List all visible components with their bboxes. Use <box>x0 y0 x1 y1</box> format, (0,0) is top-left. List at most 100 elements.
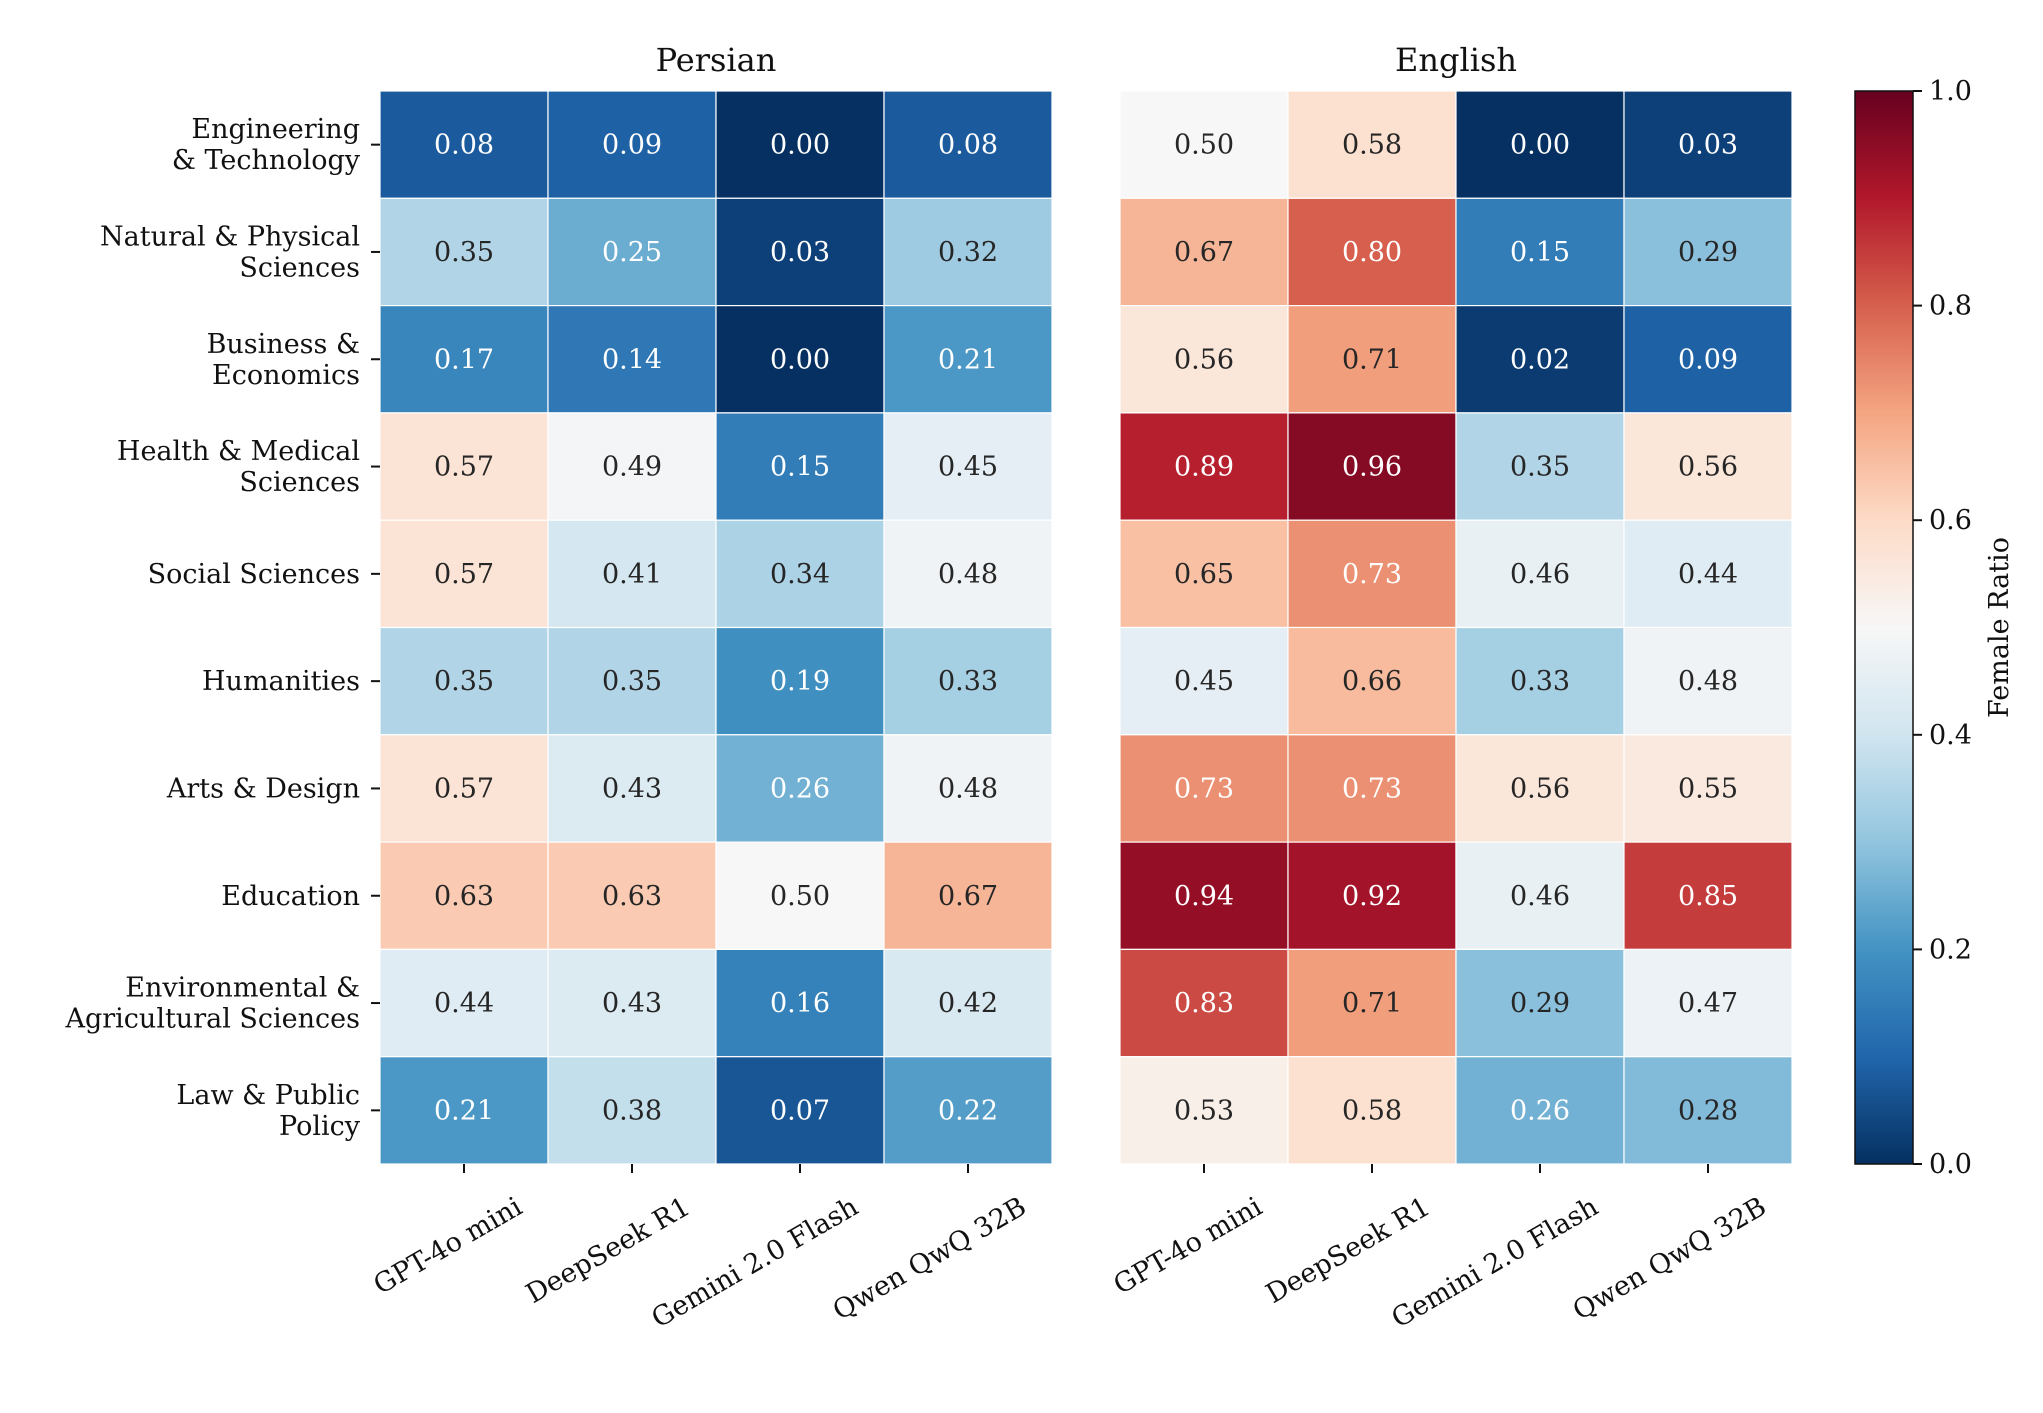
cell-value-label: 0.33 <box>938 666 998 697</box>
cell-value-label: 0.73 <box>1342 559 1402 590</box>
cell-value-label: 0.66 <box>1342 666 1402 697</box>
colorbar-tick-label: 0.4 <box>1929 720 1972 751</box>
cell-value-label: 0.94 <box>1174 881 1234 912</box>
heatmap-cell <box>715 1056 885 1165</box>
cell-value-label: 0.71 <box>1342 344 1402 375</box>
y-tick-label-natural-physical-sciences: Natural & Physical Sciences <box>100 221 360 283</box>
heatmap-cell <box>1455 90 1625 199</box>
panel-english: English 0.50 0.58 0.00 0.03 0.67 0.80 0.15 0.29 0… <box>1109 41 1793 1334</box>
heatmap-cell <box>1455 519 1625 629</box>
colorbar-tick-label: 0.2 <box>1929 934 1972 965</box>
heatmap-cell <box>1287 412 1457 521</box>
heatmap-cell <box>715 412 885 521</box>
cell-value-label: 0.50 <box>770 881 830 912</box>
cell-value-label: 0.29 <box>1678 237 1738 268</box>
cell-value-label: 0.47 <box>1678 988 1738 1019</box>
cell-value-label: 0.96 <box>1342 452 1402 483</box>
cell-value-label: 0.45 <box>1174 666 1234 697</box>
cell-value-label: 0.19 <box>770 666 830 697</box>
cell-value-label: 0.28 <box>1678 1095 1738 1126</box>
heatmap-cell <box>1119 305 1289 414</box>
x-tick-label-gpt-4o-mini: GPT-4o mini <box>369 1191 528 1301</box>
cell-value-label: 0.42 <box>938 988 998 1019</box>
cell-value-label: 0.89 <box>1174 452 1234 483</box>
cell-value-label: 0.58 <box>1342 1095 1402 1126</box>
cell-value-label: 0.07 <box>770 1095 830 1126</box>
heatmap-cell <box>547 412 717 521</box>
heatmap-cell <box>1287 841 1457 950</box>
cell-value-label: 0.73 <box>1174 773 1234 804</box>
heatmap-cell <box>1455 412 1625 521</box>
cell-value-label: 0.41 <box>602 559 662 590</box>
heatmap-cell <box>1623 90 1793 199</box>
heatmap-cell <box>715 948 885 1058</box>
heatmap-cell <box>547 519 717 629</box>
heatmap-cell <box>883 626 1053 736</box>
colorbar-tick-label: 0.6 <box>1929 505 1972 536</box>
cell-value-label: 0.09 <box>602 130 662 161</box>
colorbar-gradient <box>1854 90 1914 1165</box>
heatmap-cell <box>1455 305 1625 414</box>
y-tick-label-arts-design: Arts & Design <box>166 773 360 804</box>
colorbar-tick-label: 0.0 <box>1929 1149 1972 1180</box>
heatmap-cell <box>379 626 549 736</box>
cell-value-label: 0.16 <box>770 988 830 1019</box>
cell-value-label: 0.92 <box>1342 881 1402 912</box>
heatmap-cell <box>1287 519 1457 629</box>
cell-value-label: 0.09 <box>1678 344 1738 375</box>
heatmap-cell <box>883 305 1053 414</box>
cell-value-label: 0.80 <box>1342 237 1402 268</box>
heatmap-cell <box>1623 305 1793 414</box>
heatmap-cell <box>1455 1056 1625 1165</box>
heatmap-cell <box>883 197 1053 307</box>
cell-value-label: 0.34 <box>770 559 830 590</box>
cell-value-label: 0.43 <box>602 773 662 804</box>
heatmap-cell <box>1119 841 1289 950</box>
colorbar-label: Female Ratio <box>1984 537 2015 718</box>
cell-value-label: 0.32 <box>938 237 998 268</box>
cell-value-label: 0.46 <box>1510 559 1570 590</box>
cell-value-label: 0.44 <box>434 988 494 1019</box>
cell-value-label: 0.02 <box>1510 344 1570 375</box>
heatmap-cell <box>547 1056 717 1165</box>
heatmap-cell <box>1119 519 1289 629</box>
heatmap-cell <box>1623 841 1793 950</box>
heatmap-cell <box>379 412 549 521</box>
cell-value-label: 0.73 <box>1342 773 1402 804</box>
heatmap-cell <box>379 1056 549 1165</box>
heatmap-cell <box>883 1056 1053 1165</box>
heatmap-cell <box>715 626 885 736</box>
heatmap-cell <box>1119 734 1289 843</box>
heatmap-cell <box>379 519 549 629</box>
heatmap-cell <box>379 841 549 950</box>
cell-value-label: 0.57 <box>434 559 494 590</box>
heatmap-cell <box>1623 1056 1793 1165</box>
heatmap-cell <box>1119 412 1289 521</box>
cell-value-label: 0.57 <box>434 773 494 804</box>
cell-value-label: 0.35 <box>602 666 662 697</box>
cell-value-label: 0.08 <box>938 130 998 161</box>
y-tick-label-social-sciences: Social Sciences <box>148 559 360 590</box>
heatmap-cell <box>883 948 1053 1058</box>
heatmap-cell <box>883 412 1053 521</box>
colorbar-tick-label: 0.8 <box>1929 291 1972 322</box>
cell-value-label: 0.57 <box>434 452 494 483</box>
cell-value-label: 0.14 <box>602 344 662 375</box>
cell-value-label: 0.49 <box>602 452 662 483</box>
heatmap-cell <box>379 734 549 843</box>
heatmap-cell <box>715 519 885 629</box>
heatmap-panels: Persian 0.08 0.09 0.00 0.08 0.35 0.25 0.03 0.32 0… <box>369 41 1793 1334</box>
cell-value-label: 0.22 <box>938 1095 998 1126</box>
cell-value-label: 0.21 <box>938 344 998 375</box>
cell-value-label: 0.56 <box>1510 773 1570 804</box>
cell-value-label: 0.03 <box>770 237 830 268</box>
x-tick-label-deepseek-r1: DeepSeek R1 <box>521 1191 696 1310</box>
cell-value-label: 0.56 <box>1174 344 1234 375</box>
y-tick-label-environmental-agricultural-sciences: Environmental & Agricultural Sciences <box>64 973 360 1035</box>
heatmap-cell <box>715 734 885 843</box>
heatmap-cell <box>1455 626 1625 736</box>
panel-persian: Persian 0.08 0.09 0.00 0.08 0.35 0.25 0.03 0.32 0… <box>369 41 1053 1334</box>
heatmap-cell <box>547 90 717 199</box>
heatmap-cell <box>379 90 549 199</box>
